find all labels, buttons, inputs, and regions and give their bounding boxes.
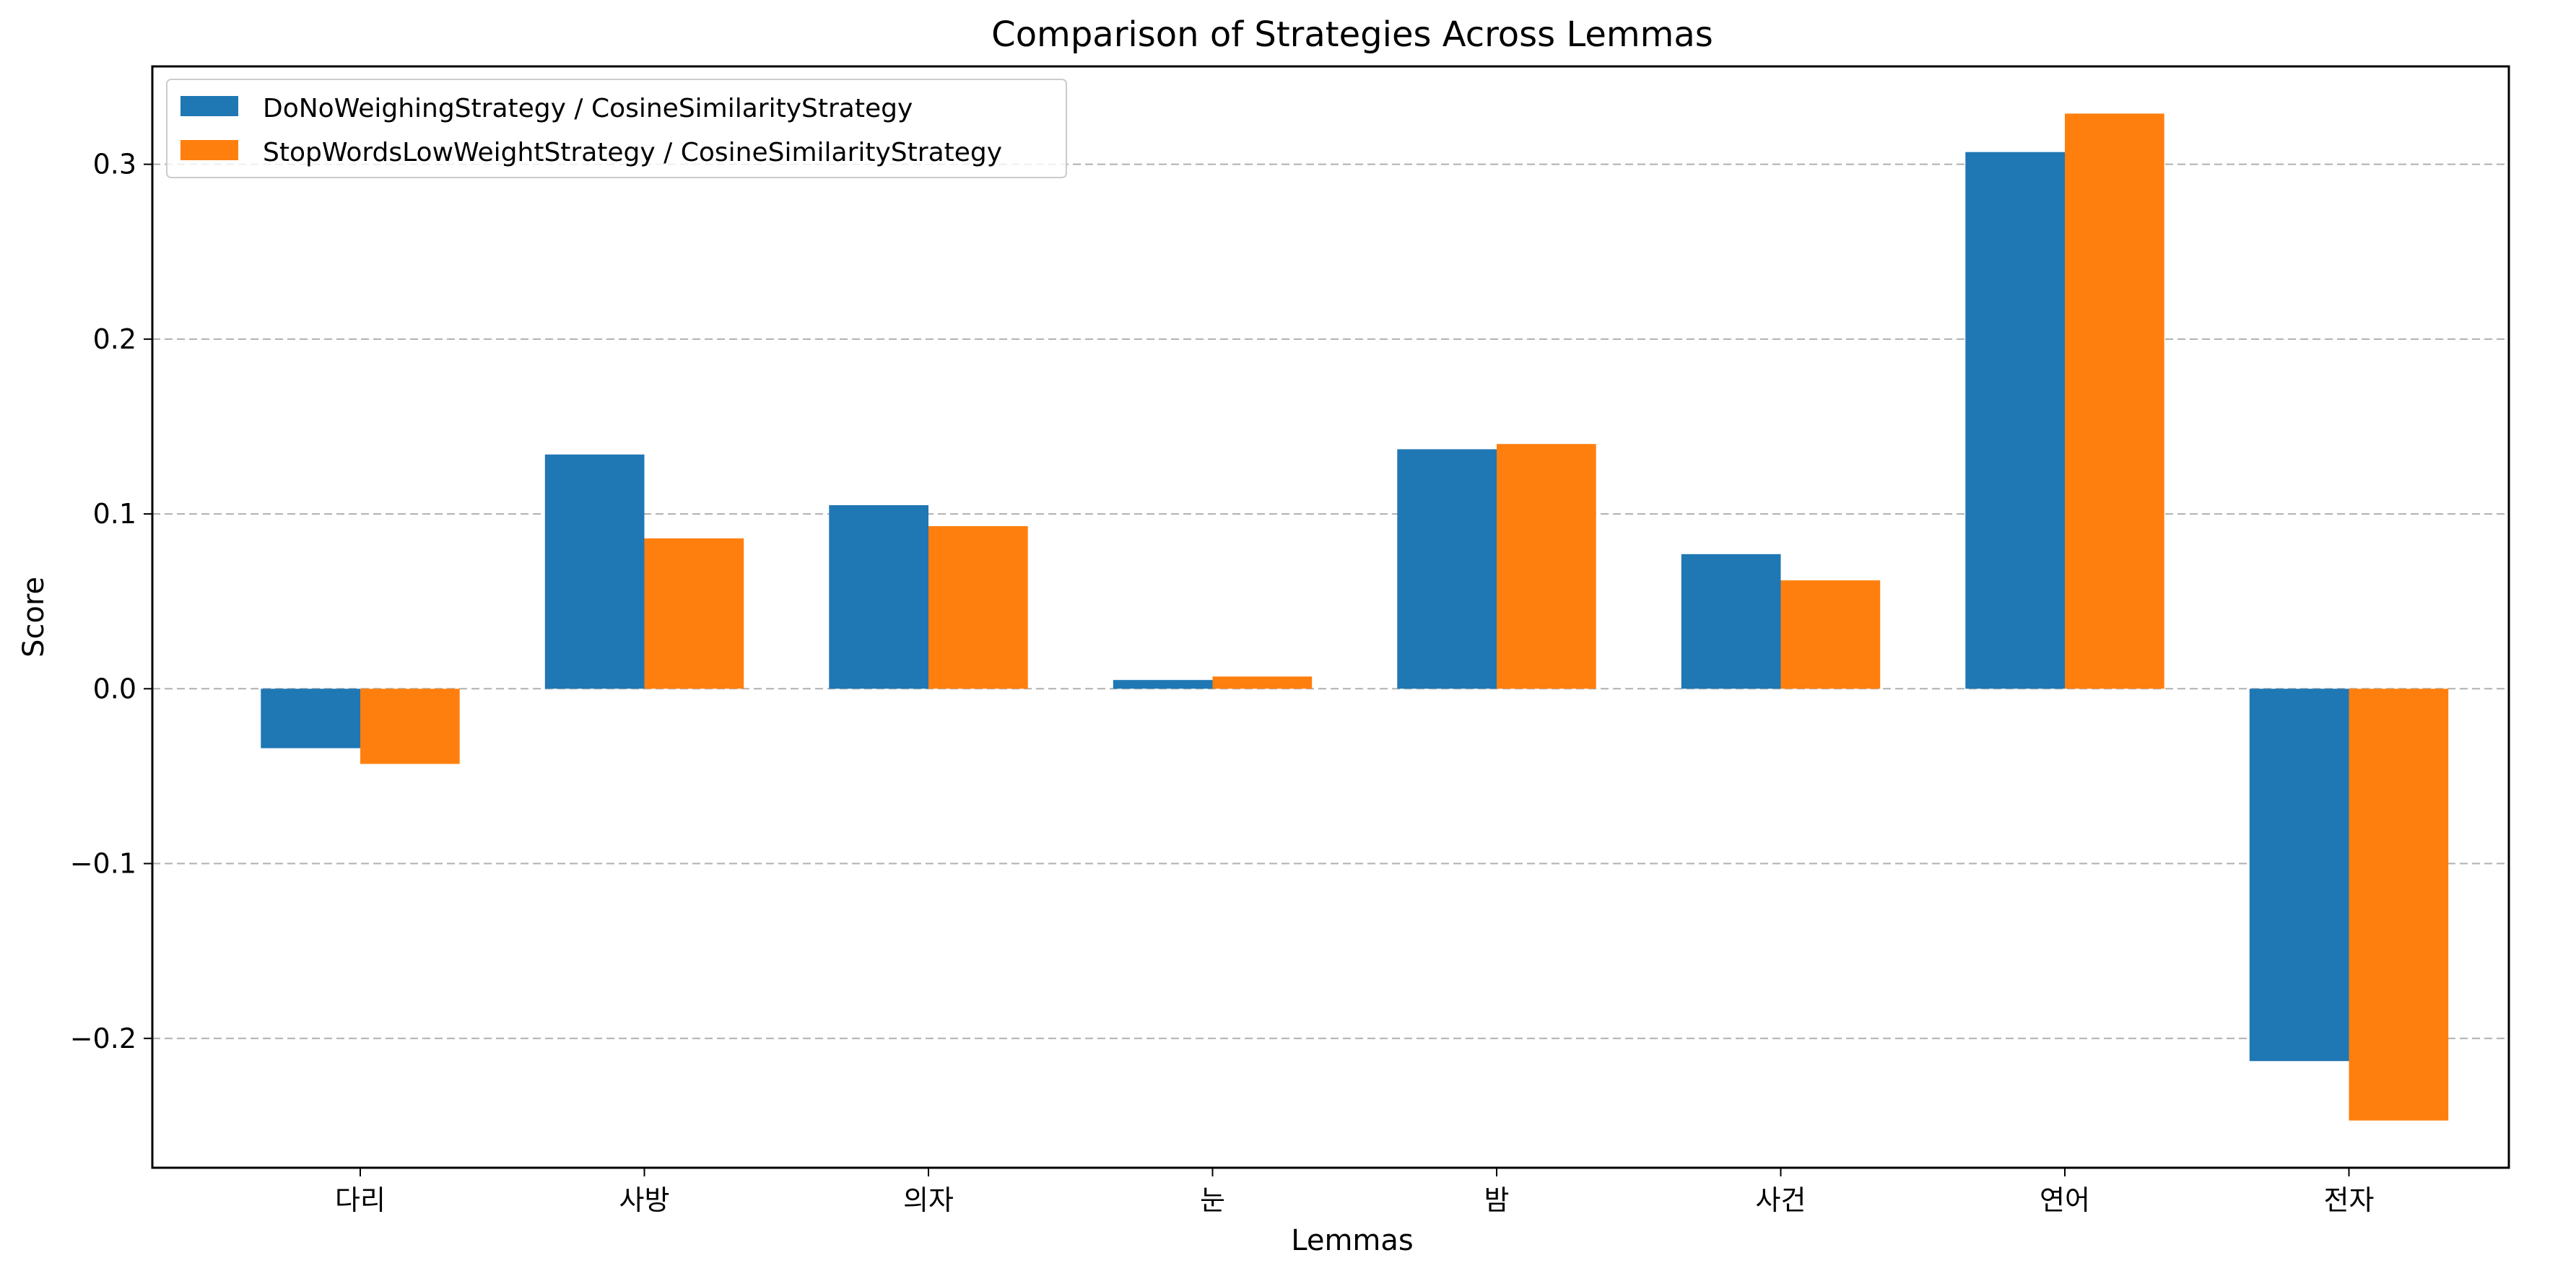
y-tick-label: −0.1: [70, 848, 136, 880]
bar-series-2: [2065, 113, 2164, 689]
y-tick-label: 0.3: [93, 149, 136, 180]
y-tick-label: 0.0: [93, 673, 136, 704]
bar-series-1: [1113, 680, 1213, 689]
bar-series-2: [928, 526, 1028, 689]
bar-series-1: [1681, 554, 1781, 689]
bar-series-2: [644, 538, 744, 689]
legend-swatch-series-1: [180, 96, 238, 116]
x-tick-label: 눈: [1200, 1184, 1225, 1216]
y-tick-label: 0.1: [93, 498, 136, 530]
bar-series-2: [2349, 689, 2449, 1121]
legend-label-series-1: DoNoWeighingStrategy / CosineSimilarityS…: [263, 94, 913, 123]
legend: DoNoWeighingStrategy / CosineSimilarityS…: [166, 79, 1067, 178]
x-tick-label: 다리: [335, 1184, 386, 1216]
x-tick-label: 의자: [903, 1184, 954, 1216]
bar-series-1: [1965, 152, 2065, 689]
bar-series-2: [1497, 444, 1596, 689]
chart-title: Comparison of Strategies Across Lemmas: [991, 14, 1713, 55]
x-tick-label: 사방: [619, 1184, 670, 1216]
x-tick-label: 밤: [1484, 1184, 1510, 1216]
y-axis-label: Score: [17, 577, 51, 657]
bar-series-2: [1780, 580, 1881, 689]
y-tick-label: −0.2: [70, 1023, 136, 1054]
bar-series-1: [544, 454, 645, 689]
x-tick-label: 사건: [1756, 1184, 1806, 1216]
bar-series-2: [360, 689, 460, 764]
x-tick-label: 연어: [2040, 1184, 2090, 1216]
y-axis: −0.2 −0.1 0.0 0.1 0.2 0.3: [70, 149, 152, 1054]
y-tick-label: 0.2: [93, 323, 136, 355]
bar-series-1: [261, 689, 360, 748]
x-axis: 다리 사방 의자 눈 밤 사건 연어 전자: [335, 1168, 2374, 1216]
bar-series-1: [1397, 449, 1497, 689]
bars-layer: [261, 113, 2449, 1121]
legend-label-series-2: StopWordsLowWeightStrategy / CosineSimil…: [263, 138, 1002, 167]
x-tick-label: 전자: [2324, 1184, 2375, 1216]
legend-swatch-series-2: [180, 140, 238, 160]
bar-series-1: [2249, 689, 2349, 1062]
bar-series-2: [1212, 676, 1313, 689]
plot-frame: [151, 65, 2510, 1169]
legend-frame: [166, 79, 1067, 178]
x-axis-label: Lemmas: [1291, 1224, 1413, 1257]
bar-series-1: [829, 504, 928, 689]
